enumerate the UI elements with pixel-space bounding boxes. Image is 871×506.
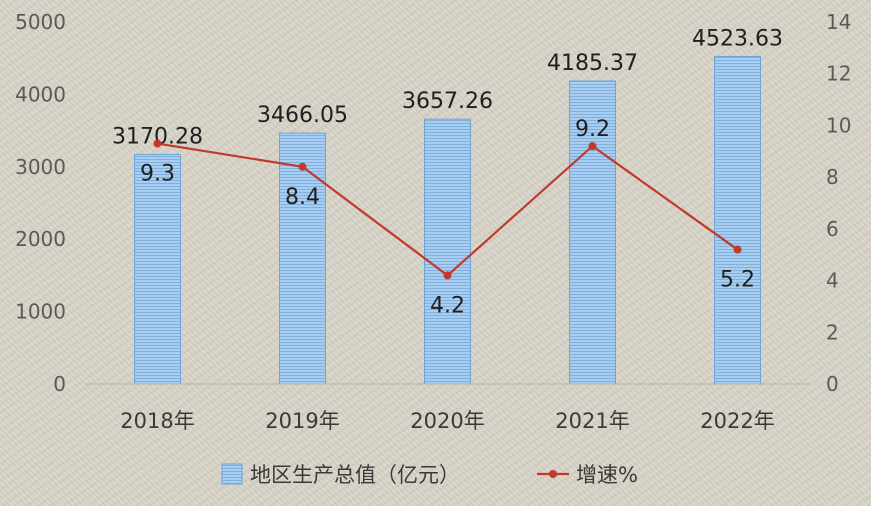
- growth-value-label: 9.2: [575, 117, 610, 142]
- left-axis: 0 1000 2000 3000 4000 5000: [15, 10, 66, 396]
- right-tick-label: 2: [826, 320, 839, 344]
- line-series: 9.3 8.4 4.2 9.2 5.2: [140, 117, 755, 318]
- category-label: 2018年: [120, 409, 194, 433]
- growth-point: [588, 142, 597, 151]
- left-tick-label: 5000: [15, 10, 66, 34]
- category-label: 2019年: [265, 409, 339, 433]
- growth-value-label: 5.2: [720, 268, 755, 293]
- right-axis: 0 2 4 6 8 10 12 14: [826, 10, 851, 396]
- legend-line-dot: [549, 470, 557, 478]
- right-tick-label: 14: [826, 10, 851, 34]
- left-tick-label: 3000: [15, 155, 66, 179]
- legend-bar-swatch: [221, 463, 243, 485]
- right-tick-label: 6: [826, 217, 839, 241]
- growth-point: [733, 245, 742, 254]
- legend-bar-label: 地区生产总值（亿元）: [250, 463, 460, 487]
- x-axis: 2018年 2019年 2020年 2021年 2022年: [85, 383, 810, 433]
- bar-value-label: 3466.05: [257, 103, 348, 128]
- bar: [279, 132, 326, 385]
- right-tick-label: 8: [826, 165, 839, 189]
- category-label: 2020年: [410, 409, 484, 433]
- right-tick-label: 0: [826, 372, 839, 396]
- growth-point: [153, 139, 162, 148]
- left-tick-label: 4000: [15, 82, 66, 106]
- right-tick-label: 10: [826, 113, 851, 137]
- right-tick-label: 4: [826, 269, 839, 293]
- bar-value-label: 4185.37: [547, 51, 638, 76]
- bar: [714, 55, 761, 385]
- right-tick-label: 12: [826, 62, 851, 86]
- bar-value-label: 3657.26: [402, 89, 493, 114]
- bar-value-label: 4523.63: [692, 26, 783, 51]
- category-label: 2022年: [700, 409, 774, 433]
- left-tick-label: 0: [53, 372, 66, 396]
- growth-value-label: 9.3: [140, 162, 175, 187]
- growth-point: [443, 271, 452, 280]
- growth-value-label: 4.2: [430, 293, 465, 318]
- left-tick-label: 2000: [15, 227, 66, 251]
- bar: [134, 153, 181, 385]
- bar: [569, 80, 616, 385]
- growth-value-label: 8.4: [285, 185, 320, 210]
- left-tick-label: 1000: [15, 300, 66, 324]
- category-label: 2021年: [555, 409, 629, 433]
- growth-point: [298, 162, 307, 171]
- legend: 地区生产总值（亿元） 增速%: [221, 463, 638, 487]
- bar: [424, 118, 471, 385]
- legend-line-label: 增速%: [576, 463, 638, 487]
